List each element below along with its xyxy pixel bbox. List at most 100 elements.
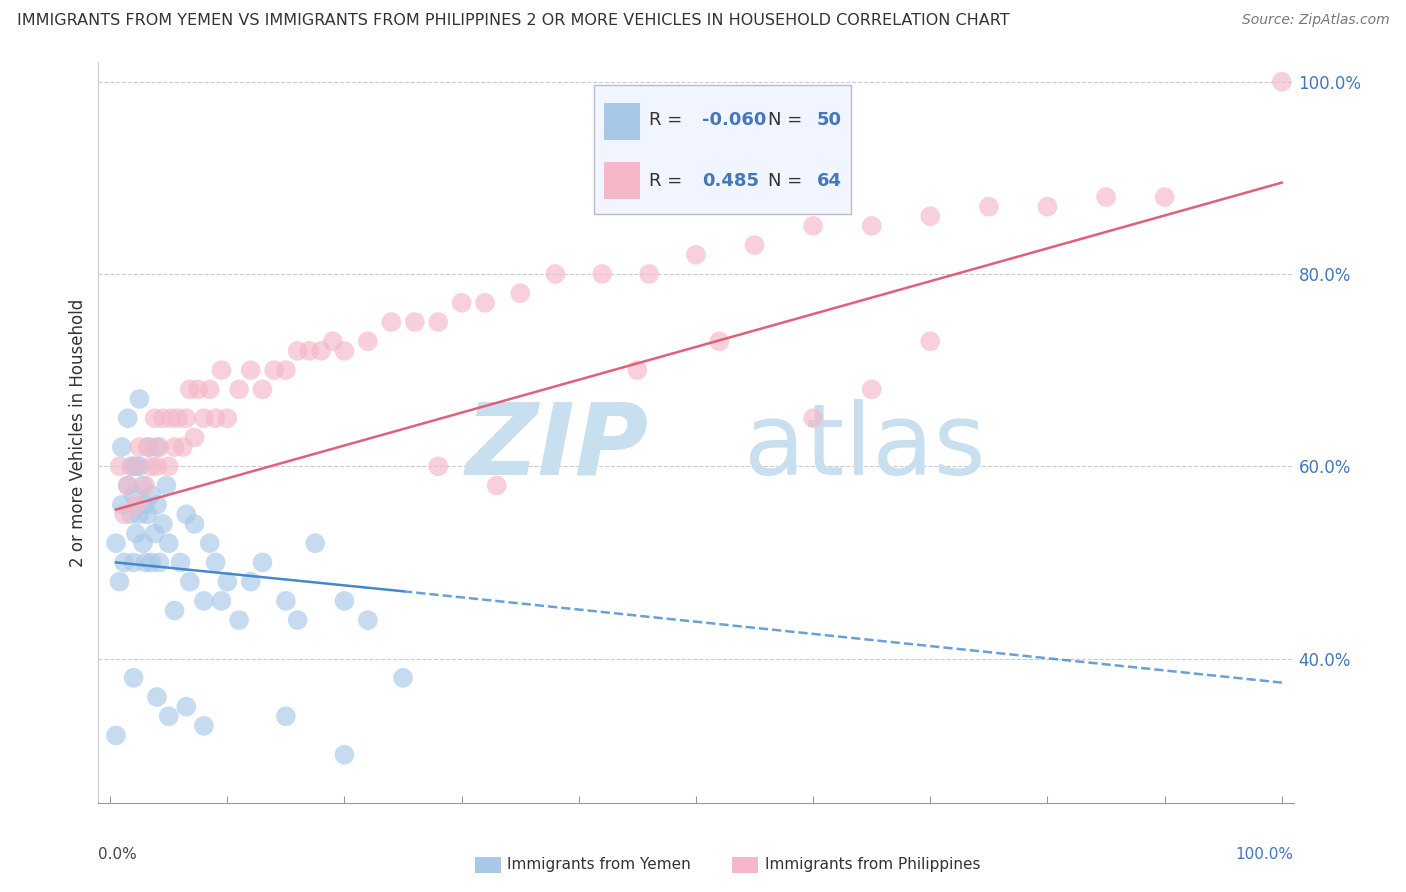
Point: [333, 747, 356, 762]
Bar: [605, 103, 640, 140]
Point: [143, 526, 166, 541]
Point: [204, 556, 226, 570]
Text: atlas: atlas: [744, 399, 986, 496]
Point: [392, 671, 415, 685]
Point: [920, 209, 942, 223]
Point: [193, 594, 215, 608]
Point: [1095, 190, 1118, 204]
Point: [322, 334, 344, 349]
Point: [198, 382, 221, 396]
Bar: [605, 162, 640, 200]
Text: Immigrants from Philippines: Immigrants from Philippines: [765, 856, 981, 871]
Point: [274, 709, 297, 723]
Point: [128, 440, 150, 454]
Point: [1153, 190, 1175, 204]
Point: [211, 594, 233, 608]
Point: [125, 498, 148, 512]
Point: [160, 411, 183, 425]
Point: [860, 382, 883, 396]
Point: [450, 295, 472, 310]
Point: [174, 411, 197, 425]
Point: [134, 478, 156, 492]
Point: [108, 459, 131, 474]
Point: [157, 536, 180, 550]
Point: [298, 343, 321, 358]
Point: [112, 508, 135, 522]
Point: [163, 440, 186, 454]
Point: [117, 478, 139, 492]
Point: [193, 719, 215, 733]
Point: [485, 478, 508, 492]
Point: [427, 315, 450, 329]
Point: [174, 508, 197, 522]
Point: [977, 200, 1000, 214]
Text: N =: N =: [768, 172, 807, 190]
Point: [304, 536, 326, 550]
Point: [591, 267, 613, 281]
Point: [128, 392, 150, 406]
Point: [132, 478, 155, 492]
Point: [112, 556, 135, 570]
Point: [157, 459, 180, 474]
Point: [333, 343, 356, 358]
Point: [120, 459, 142, 474]
Point: [141, 488, 163, 502]
Point: [263, 363, 285, 377]
Point: [146, 690, 169, 704]
Point: [122, 459, 145, 474]
Point: [111, 498, 134, 512]
Point: [1271, 75, 1294, 89]
Point: [709, 334, 731, 349]
Point: [252, 556, 274, 570]
Point: [134, 498, 156, 512]
Point: [179, 574, 201, 589]
Point: [626, 363, 648, 377]
Point: [183, 430, 205, 444]
FancyBboxPatch shape: [595, 85, 852, 214]
Point: [228, 613, 250, 627]
Text: N =: N =: [768, 112, 807, 129]
Point: [163, 603, 186, 617]
Point: [172, 440, 194, 454]
Point: [309, 343, 332, 358]
Text: 64: 64: [817, 172, 842, 190]
Point: [122, 671, 145, 685]
Bar: [475, 857, 501, 873]
Point: [404, 315, 426, 329]
Point: [217, 411, 239, 425]
Point: [193, 411, 215, 425]
Point: [146, 440, 169, 454]
Point: [509, 286, 531, 301]
Point: [801, 411, 824, 425]
Point: [204, 411, 226, 425]
Point: [860, 219, 883, 233]
Point: [111, 440, 134, 454]
Y-axis label: 2 or more Vehicles in Household: 2 or more Vehicles in Household: [69, 299, 87, 566]
Point: [333, 594, 356, 608]
Point: [141, 459, 163, 474]
Point: [380, 315, 402, 329]
Text: ZIP: ZIP: [465, 399, 648, 496]
Text: Immigrants from Yemen: Immigrants from Yemen: [508, 856, 690, 871]
Text: 50: 50: [817, 112, 842, 129]
Point: [228, 382, 250, 396]
Point: [638, 267, 661, 281]
Point: [148, 556, 170, 570]
Point: [120, 508, 142, 522]
Point: [138, 440, 160, 454]
Point: [125, 459, 148, 474]
Bar: [733, 857, 758, 873]
Point: [211, 363, 233, 377]
Point: [198, 536, 221, 550]
Point: [357, 613, 380, 627]
Point: [187, 382, 209, 396]
Point: [274, 363, 297, 377]
Point: [117, 478, 139, 492]
Point: [117, 411, 139, 425]
Point: [474, 295, 496, 310]
Point: [146, 459, 169, 474]
Point: [801, 219, 824, 233]
Point: [105, 536, 128, 550]
Point: [252, 382, 274, 396]
Point: [122, 556, 145, 570]
